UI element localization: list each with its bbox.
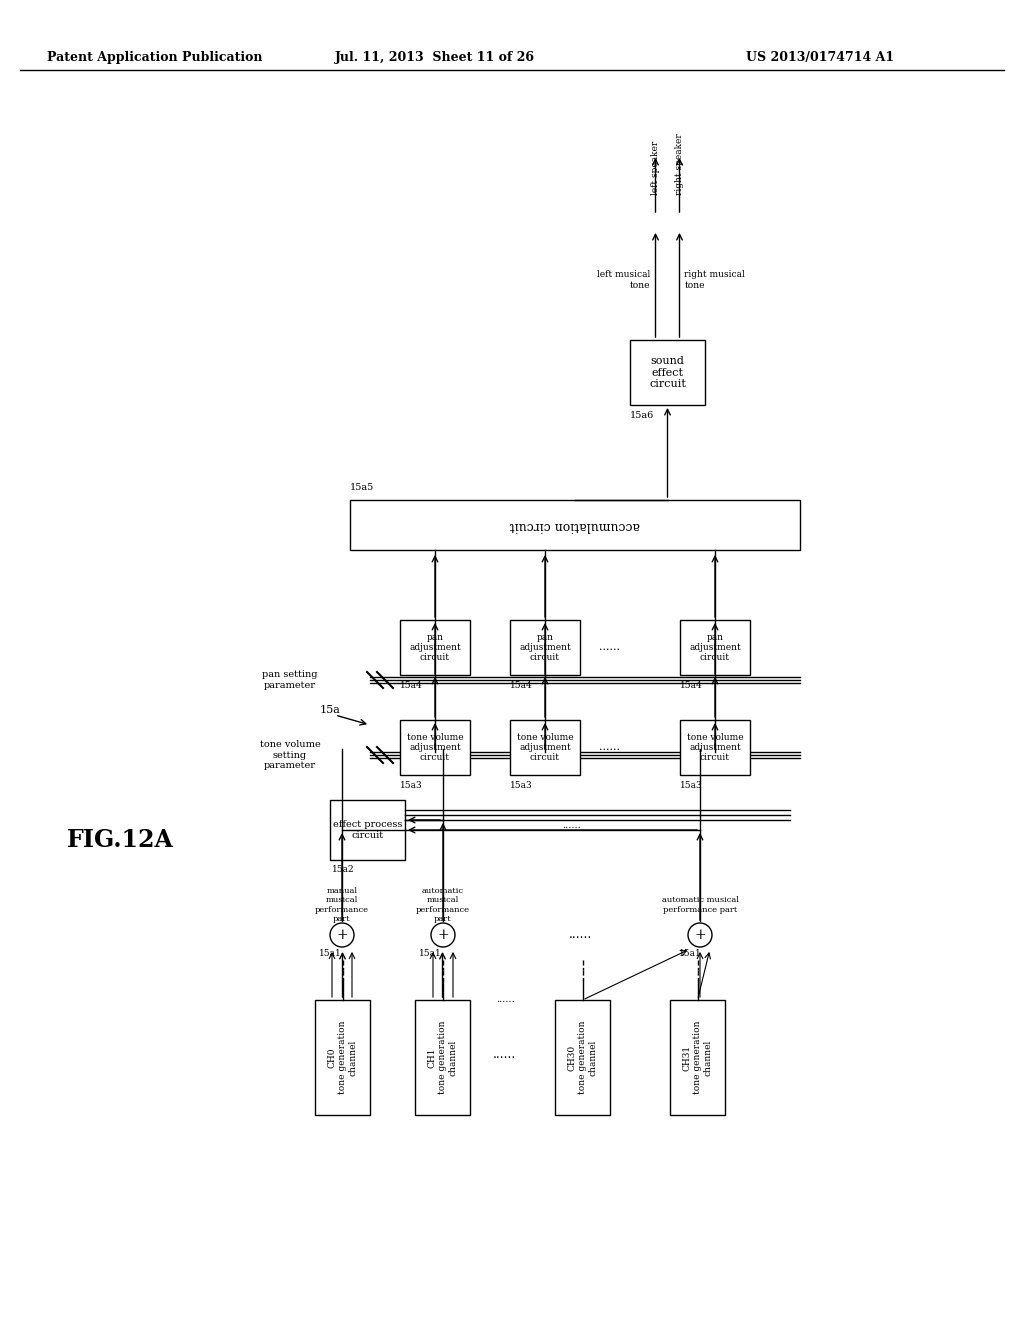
Text: CH1
tone generation
channel: CH1 tone generation channel — [428, 1020, 458, 1094]
Text: pan setting
parameter: pan setting parameter — [262, 671, 317, 689]
Text: ......: ...... — [568, 928, 592, 941]
Bar — [680, 620, 750, 675]
Bar — [400, 620, 470, 675]
Text: Jul. 11, 2013  Sheet 11 of 26: Jul. 11, 2013 Sheet 11 of 26 — [335, 50, 535, 63]
Text: 15a1: 15a1 — [419, 949, 441, 957]
Text: 15a4: 15a4 — [400, 681, 423, 689]
Text: CH0
tone generation
channel: CH0 tone generation channel — [328, 1020, 357, 1094]
Text: 15a4: 15a4 — [680, 681, 702, 689]
Bar — [680, 719, 750, 775]
Bar — [670, 1001, 725, 1115]
Text: ......: ...... — [599, 643, 621, 652]
Text: Patent Application Publication: Patent Application Publication — [47, 50, 263, 63]
Text: pan
adjustment
circuit: pan adjustment circuit — [689, 632, 741, 663]
Text: 15a1: 15a1 — [318, 949, 341, 957]
Text: 15a3: 15a3 — [510, 780, 532, 789]
Text: ......: ...... — [496, 995, 514, 1005]
Text: 15a3: 15a3 — [680, 780, 702, 789]
Text: right speaker: right speaker — [675, 133, 684, 195]
Text: left speaker: left speaker — [651, 141, 660, 195]
Text: tone volume
adjustment
circuit: tone volume adjustment circuit — [687, 733, 743, 763]
Text: tone volume
adjustment
circuit: tone volume adjustment circuit — [517, 733, 573, 763]
Bar — [315, 1001, 370, 1115]
Text: FIG.12A: FIG.12A — [67, 828, 173, 851]
Text: tone volume
setting
parameter: tone volume setting parameter — [260, 741, 321, 770]
Text: +: + — [437, 928, 449, 942]
Text: pan
adjustment
circuit: pan adjustment circuit — [519, 632, 570, 663]
Text: ......: ...... — [599, 742, 621, 752]
Bar — [350, 500, 800, 550]
Text: right musical
tone: right musical tone — [684, 271, 745, 289]
Text: +: + — [336, 928, 348, 942]
Bar — [630, 341, 705, 405]
Text: CH31
tone generation
channel: CH31 tone generation channel — [683, 1020, 713, 1094]
Bar — [510, 719, 580, 775]
Text: left musical
tone: left musical tone — [597, 271, 650, 289]
Bar — [510, 620, 580, 675]
Text: accumulation circuit: accumulation circuit — [510, 519, 640, 532]
Text: 15a3: 15a3 — [400, 780, 423, 789]
Text: US 2013/0174714 A1: US 2013/0174714 A1 — [745, 50, 894, 63]
Text: 15a6: 15a6 — [630, 411, 654, 420]
Bar — [400, 719, 470, 775]
Text: manual
musical
performance
part: manual musical performance part — [315, 887, 369, 923]
Text: ......: ...... — [561, 821, 581, 829]
Bar — [330, 800, 406, 861]
Text: ......: ...... — [494, 1048, 517, 1061]
Text: 15a: 15a — [319, 705, 341, 715]
Text: +: + — [694, 928, 706, 942]
Text: CH30
tone generation
channel: CH30 tone generation channel — [567, 1020, 597, 1094]
Text: 15a1: 15a1 — [679, 949, 701, 957]
Text: automatic musical
performance part: automatic musical performance part — [662, 896, 738, 913]
Text: 15a2: 15a2 — [332, 866, 354, 874]
Text: sound
effect
circuit: sound effect circuit — [649, 356, 686, 389]
Bar — [555, 1001, 610, 1115]
Text: tone volume
adjustment
circuit: tone volume adjustment circuit — [407, 733, 463, 763]
Text: pan
adjustment
circuit: pan adjustment circuit — [410, 632, 461, 663]
Text: 15a4: 15a4 — [510, 681, 532, 689]
Text: effect process
circuit: effect process circuit — [333, 820, 402, 840]
Bar — [415, 1001, 470, 1115]
Text: 15a5: 15a5 — [350, 483, 374, 492]
Text: automatic
musical
performance
part: automatic musical performance part — [416, 887, 470, 923]
